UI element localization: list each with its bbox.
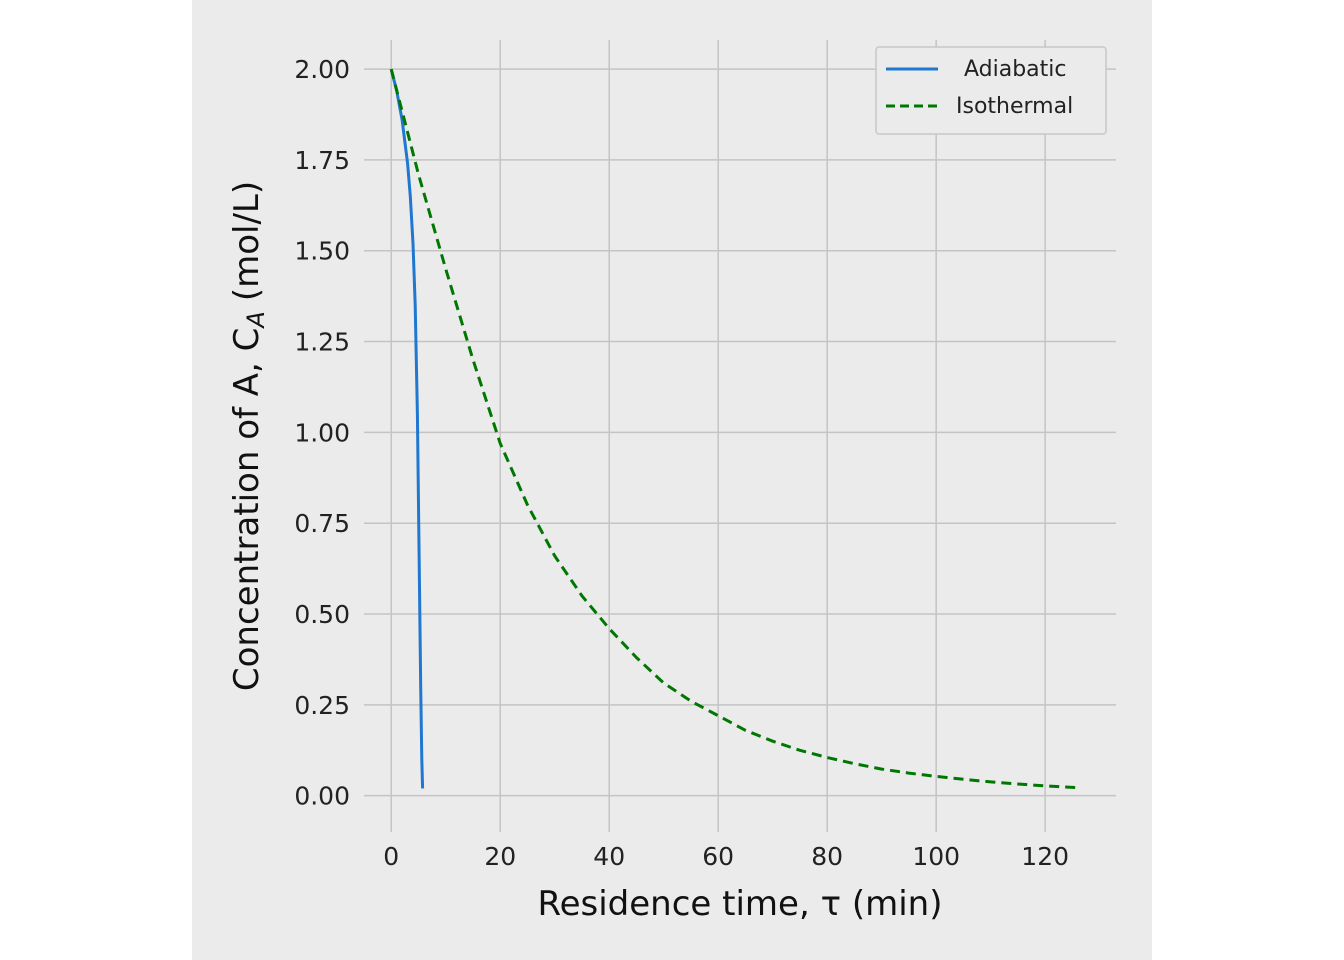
x-tick-label: 60	[702, 842, 734, 871]
y-tick-label: 1.50	[294, 237, 350, 266]
x-tick-label: 100	[912, 842, 960, 871]
y-axis-label-unit: (mol/L)	[227, 181, 267, 301]
x-tick-label: 80	[811, 842, 843, 871]
series-line-adiabatic	[389, 68, 425, 789]
y-tick-label: 0.75	[294, 509, 350, 538]
figure-background: 0 20 40 60 80 100 120 0.00 0.25 0.50 0.75 1.00 1.25…	[192, 0, 1152, 960]
y-tick-label: 0.50	[294, 600, 350, 629]
y-tick-label: 0.00	[294, 782, 350, 811]
x-axis-ticks: 0 20 40 60 80 100 120	[383, 842, 1069, 871]
y-axis-label-subscript: A	[242, 311, 270, 329]
y-tick-label: 1.75	[294, 146, 350, 175]
x-tick-label: 0	[383, 842, 399, 871]
series-layer	[389, 68, 1078, 790]
y-tick-label: 1.25	[294, 328, 350, 357]
x-axis-label: Residence time, τ (min)	[538, 884, 943, 924]
line-chart: 0 20 40 60 80 100 120 0.00 0.25 0.50 0.75 1.00 1.25…	[227, 40, 1116, 924]
legend-label-isothermal: Isothermal	[956, 94, 1073, 119]
x-tick-label: 20	[484, 842, 516, 871]
x-tick-label: 40	[593, 842, 625, 871]
y-axis-label-main: Concentration of A, C	[227, 328, 267, 692]
y-axis-ticks: 0.00 0.25 0.50 0.75 1.00 1.25 1.50 1.75 2.00	[294, 55, 350, 811]
y-axis-label: Concentration of A, CA (mol/L)	[227, 181, 270, 691]
grid-lines	[364, 40, 1116, 832]
y-tick-label: 0.25	[294, 691, 350, 720]
y-tick-label: 1.00	[294, 418, 350, 447]
y-tick-label: 2.00	[294, 55, 350, 84]
series-line-isothermal	[389, 68, 1078, 790]
legend: Adiabatic Isothermal	[875, 46, 1107, 135]
legend-label-adiabatic: Adiabatic	[964, 57, 1067, 82]
x-tick-label: 120	[1021, 842, 1069, 871]
